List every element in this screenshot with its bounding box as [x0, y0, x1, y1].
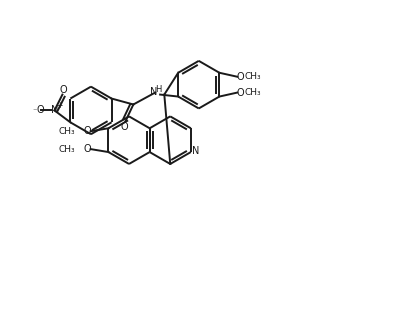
Text: O: O	[84, 144, 91, 154]
Text: CH₃: CH₃	[58, 127, 75, 136]
Text: N: N	[150, 86, 158, 97]
Text: H: H	[155, 85, 161, 94]
Text: O: O	[59, 85, 67, 95]
Text: CH₃: CH₃	[245, 72, 261, 81]
Text: CH₃: CH₃	[58, 145, 75, 154]
Text: N: N	[192, 146, 200, 156]
Text: O: O	[84, 126, 91, 136]
Text: +: +	[56, 101, 63, 110]
Text: O: O	[236, 87, 244, 98]
Text: O: O	[37, 106, 44, 115]
Text: O: O	[121, 122, 128, 132]
Text: O: O	[236, 72, 244, 82]
Text: N: N	[51, 106, 58, 115]
Text: ⁻: ⁻	[32, 106, 37, 115]
Text: CH₃: CH₃	[245, 88, 261, 97]
